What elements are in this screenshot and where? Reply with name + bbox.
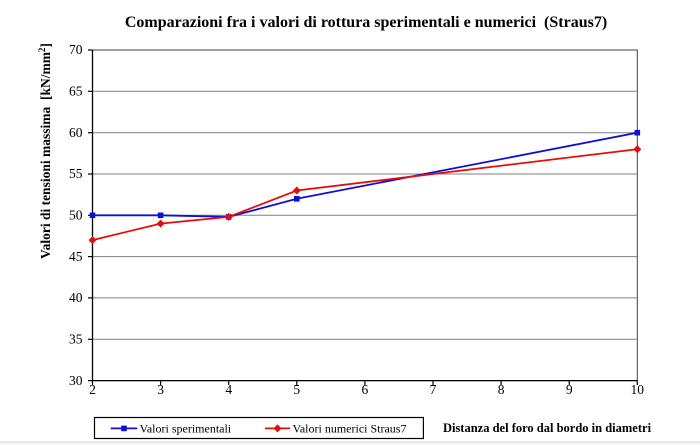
svg-text:Valori numerici Straus7: Valori numerici Straus7	[293, 421, 407, 435]
svg-text:Valori sperimentali: Valori sperimentali	[140, 421, 232, 435]
svg-text:8: 8	[498, 382, 505, 397]
svg-text:Valori di tensioni massima [k: Valori di tensioni massima [kN/mm2]	[37, 43, 53, 259]
svg-text:6: 6	[362, 382, 369, 397]
svg-text:40: 40	[69, 290, 83, 305]
svg-text:10: 10	[631, 382, 645, 397]
svg-text:30: 30	[69, 373, 83, 388]
svg-text:45: 45	[69, 249, 83, 264]
svg-text:65: 65	[69, 84, 83, 99]
svg-text:2: 2	[89, 382, 96, 397]
svg-text:55: 55	[69, 166, 83, 181]
svg-text:60: 60	[69, 125, 83, 140]
svg-text:Distanza del foro dal bordo in: Distanza del foro dal bordo in diametri	[443, 421, 652, 435]
svg-text:35: 35	[69, 332, 83, 347]
svg-text:4: 4	[225, 382, 232, 397]
svg-text:Comparazioni fra i valori di r: Comparazioni fra i valori di rottura spe…	[125, 14, 607, 31]
svg-text:70: 70	[69, 42, 83, 57]
svg-text:50: 50	[69, 208, 83, 223]
svg-text:7: 7	[430, 382, 437, 397]
svg-text:9: 9	[566, 382, 573, 397]
svg-text:3: 3	[157, 382, 164, 397]
svg-text:5: 5	[293, 382, 300, 397]
